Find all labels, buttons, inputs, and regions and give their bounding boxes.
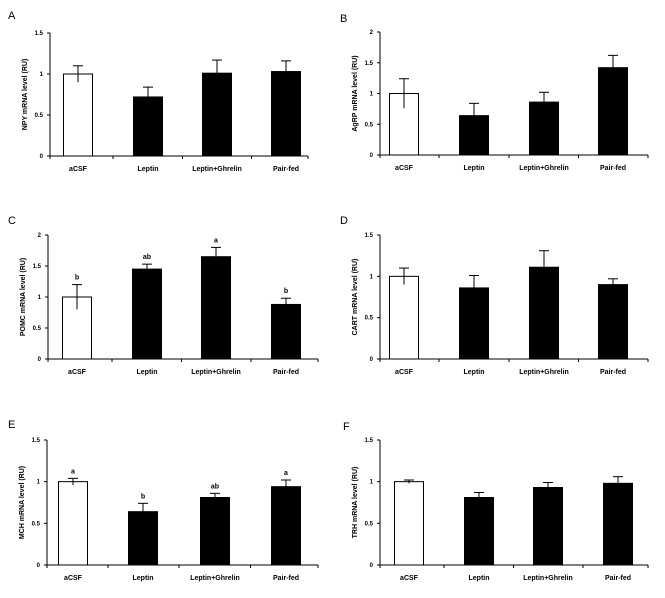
bar-pair-fed: [598, 67, 628, 156]
panel-letter: A: [8, 10, 16, 22]
panel-b: B 0 0.5 1 1.5 2 AgRP mRNA level (RU) aCSF Lepti…: [340, 13, 649, 172]
y-axis-label: AgRP mRNA level (RU): [352, 55, 359, 131]
bar-pair-fed: [603, 482, 633, 566]
x-category-label: Leptin+Ghrelin: [519, 369, 569, 376]
x-category-label: Leptin: [133, 575, 154, 582]
panel-f: F 0 0.5 1 1.5 TRH mRNA level (RU) aCSF Leptin L…: [343, 421, 649, 582]
x-category-label: Leptin: [464, 165, 485, 172]
bar-leptin-ghrelin: [200, 497, 230, 566]
bar-leptin-ghrelin: [533, 487, 563, 566]
significance-letter: b: [75, 275, 79, 282]
y-tick-label: 1.5: [365, 438, 374, 444]
y-tick-label: 1: [38, 295, 42, 301]
bar-pair-fed: [271, 71, 301, 157]
x-category-label: Pair-fed: [600, 369, 626, 376]
y-tick-label: 1.5: [365, 233, 374, 239]
bar-acsf: [394, 481, 424, 566]
y-tick-label: 0.5: [32, 521, 41, 527]
bar-acsf: [389, 275, 419, 360]
y-tick-label: 1.5: [35, 31, 44, 37]
x-category-label: Pair-fed: [600, 165, 626, 172]
y-tick-label: 0.5: [35, 113, 44, 119]
bar-leptin-ghrelin: [201, 256, 231, 360]
x-category-label: aCSF: [69, 166, 88, 173]
bar-leptin: [128, 511, 158, 566]
panel-e: E 0 0.5 1 1.5 MCH mRNA level (RU) a aCSF b Lepti…: [8, 419, 319, 582]
x-category-label: Leptin+Ghrelin: [192, 166, 242, 173]
significance-letter: ab: [211, 483, 219, 490]
y-axis-label: TRH mRNA level (RU): [352, 467, 359, 539]
y-tick-label: 0: [38, 357, 42, 363]
y-tick-label: 0.5: [365, 521, 374, 527]
panel-letter: B: [340, 13, 347, 25]
significance-letter: a: [214, 237, 218, 244]
y-tick-label: 0.5: [33, 326, 42, 332]
y-tick-label: 0.5: [365, 316, 374, 322]
significance-letter: b: [284, 288, 288, 295]
y-tick-label: 1: [37, 480, 41, 486]
y-tick-label: 1: [370, 274, 374, 280]
y-tick-label: 0: [40, 154, 44, 160]
y-tick-label: 2: [370, 30, 374, 36]
x-category-label: aCSF: [395, 165, 414, 172]
panel-letter: D: [340, 215, 348, 227]
y-tick-label: 2: [38, 233, 42, 239]
significance-letter: ab: [143, 254, 151, 261]
panel-letter: C: [8, 215, 16, 227]
x-category-label: aCSF: [64, 575, 83, 582]
y-axis-label: CART mRNA level (RU): [352, 259, 359, 336]
bar-leptin: [464, 497, 494, 566]
panel-letter: E: [8, 419, 15, 431]
x-category-label: Pair-fed: [605, 575, 631, 582]
bar-pair-fed: [598, 284, 628, 360]
x-category-label: Leptin: [138, 166, 159, 173]
x-category-label: Leptin+Ghrelin: [519, 165, 569, 172]
bar-leptin-ghrelin: [529, 266, 559, 360]
x-category-label: Pair-fed: [273, 369, 299, 376]
x-category-label: Leptin+Ghrelin: [523, 575, 573, 582]
y-tick-label: 1: [370, 92, 374, 98]
y-axis-label: POMC mRNA level (RU): [20, 258, 27, 336]
bar-leptin: [133, 96, 163, 157]
x-category-label: aCSF: [400, 575, 419, 582]
y-tick-label: 1.5: [33, 264, 42, 270]
x-category-label: Pair-fed: [273, 166, 299, 173]
x-category-label: Leptin: [137, 369, 158, 376]
bar-pair-fed: [271, 303, 301, 360]
y-axis-label: NPY mRNA level (RU): [22, 59, 29, 131]
y-tick-label: 1: [40, 72, 44, 78]
significance-letter: b: [141, 493, 145, 500]
panel-a: A 0 0.5 1 1.5 NPY mRNA level (RU) aCSF Leptin L…: [8, 10, 309, 173]
x-category-label: Leptin+Ghrelin: [190, 575, 240, 582]
bar-leptin: [132, 268, 162, 360]
panel-d: D 0 0.5 1 1.5 CART mRNA level (RU) aCSF Leptin…: [340, 215, 649, 376]
x-category-label: aCSF: [395, 369, 414, 376]
y-tick-label: 0: [37, 563, 41, 569]
bar-acsf: [63, 73, 93, 157]
bar-leptin-ghrelin: [202, 72, 232, 157]
x-category-label: Leptin: [464, 369, 485, 376]
y-axis-label: MCH mRNA level (RU): [19, 466, 26, 539]
y-tick-label: 1.5: [32, 438, 41, 444]
y-tick-label: 1: [370, 480, 374, 486]
x-category-label: Pair-fed: [273, 575, 299, 582]
y-tick-label: 0.5: [365, 122, 374, 128]
y-tick-label: 0: [370, 153, 374, 159]
x-category-label: Leptin+Ghrelin: [191, 369, 241, 376]
y-tick-label: 1.5: [365, 61, 374, 67]
y-tick-label: 0: [370, 357, 374, 363]
panel-letter: F: [343, 421, 350, 433]
x-category-label: aCSF: [68, 369, 87, 376]
significance-letter: a: [71, 468, 75, 475]
y-tick-label: 0: [370, 563, 374, 569]
x-category-label: Leptin: [469, 575, 490, 582]
significance-letter: a: [284, 470, 288, 477]
bar-pair-fed: [271, 486, 301, 566]
bar-acsf: [58, 481, 88, 566]
